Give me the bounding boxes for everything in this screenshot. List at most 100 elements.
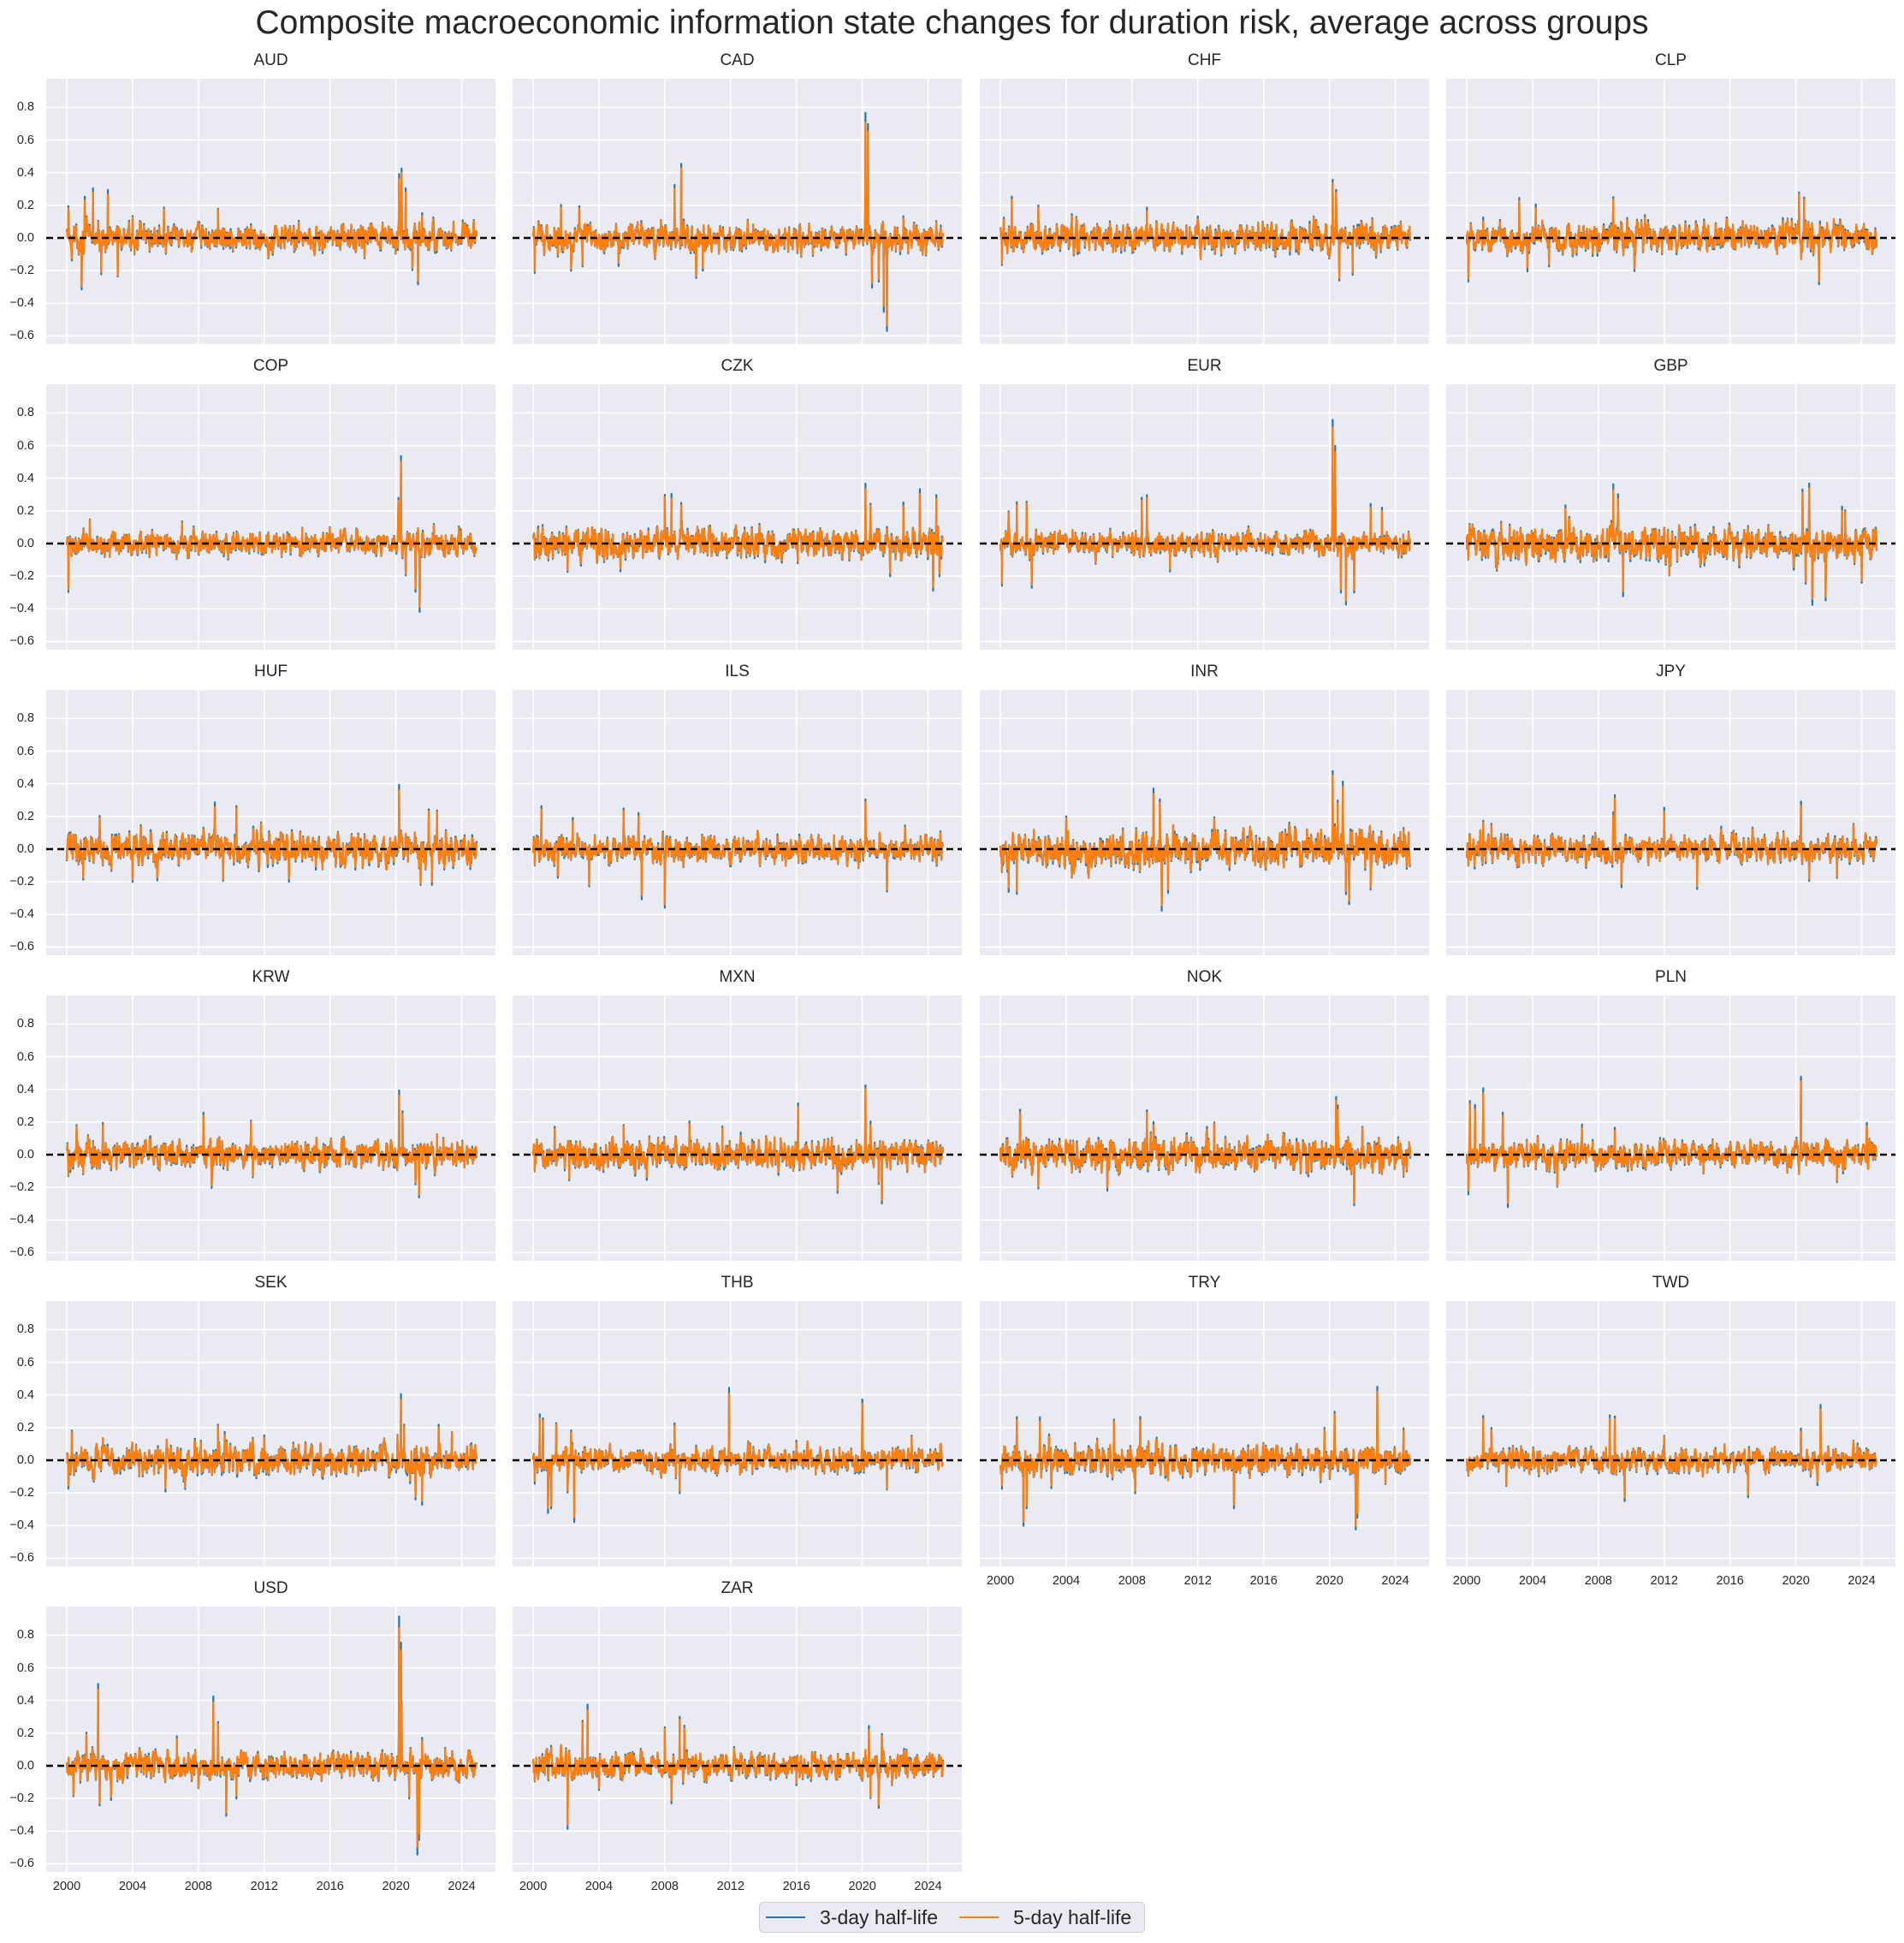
x-tick-label: 2000: [1452, 1574, 1481, 1588]
plot-area: [46, 995, 495, 1261]
x-tick-label: 2004: [584, 1880, 614, 1893]
plot-area: [46, 384, 495, 650]
panel-title: NOK: [1186, 968, 1223, 986]
series-5day-half-life: [65, 1095, 478, 1196]
x-tick-label: 2024: [914, 1880, 942, 1893]
series-5day-half-life: [65, 1626, 478, 1849]
y-tick-label: 0.6: [16, 133, 34, 147]
panel-title: USD: [253, 1579, 288, 1597]
y-tick-label: −0.2: [9, 264, 34, 278]
plot-area: [1446, 384, 1895, 650]
plot-area: [513, 384, 962, 650]
y-tick-label: 0.8: [16, 1628, 34, 1643]
y-tick-label: 0.6: [16, 438, 34, 453]
y-tick-label: −0.6: [9, 1857, 34, 1871]
x-tick-label: 2012: [716, 1880, 744, 1893]
series-5day-half-life: [999, 1099, 1412, 1204]
legend-item-5day: 5-day half-life: [959, 1904, 1131, 1930]
x-tick-label: 2024: [1381, 1574, 1409, 1588]
panel-krw: KRW −0.6 −0.4 −0.2 0.0 0.2 0.4 0.6 0.8: [9, 968, 495, 1261]
x-tick-label: 2012: [1183, 1574, 1212, 1588]
y-tick-label: 0.2: [16, 198, 34, 212]
x-tick-label: 2020: [382, 1880, 410, 1893]
y-tick-label: −0.2: [9, 569, 34, 584]
y-tick-label: −0.2: [9, 1486, 34, 1500]
y-tick-label: 0.8: [16, 1017, 34, 1031]
panel-title: ILS: [725, 663, 750, 680]
y-tick-label: −0.4: [9, 1213, 34, 1227]
panel-title: THB: [721, 1274, 754, 1292]
panel-clp: CLP: [1446, 51, 1895, 344]
y-tick-label: 0.8: [16, 1322, 34, 1337]
legend-line-blue-icon: [766, 1916, 805, 1918]
x-tick-label: 2000: [986, 1574, 1015, 1588]
y-tick-label: −0.4: [9, 907, 34, 922]
series-5day-half-life: [531, 1088, 945, 1202]
series-5day-half-life: [65, 789, 478, 885]
plot-area: [513, 995, 962, 1261]
figure-title: Composite macroeconomic information stat…: [255, 4, 1649, 41]
legend: 3-day half-life 5-day half-life: [759, 1902, 1145, 1933]
panel-title: KRW: [252, 968, 290, 986]
plot-area: [1446, 1301, 1895, 1566]
x-tick-label: 2024: [448, 1880, 476, 1893]
x-tick-label: 2020: [848, 1880, 876, 1893]
plot-area: [980, 79, 1429, 344]
x-tick-label: 2024: [1848, 1574, 1876, 1588]
panel-title: TRY: [1188, 1274, 1221, 1292]
panel-title: COP: [252, 357, 289, 375]
panel-title: ZAR: [721, 1579, 754, 1597]
y-tick-label: 0.2: [16, 503, 34, 518]
plot-area: [46, 1301, 495, 1566]
panel-title: EUR: [1187, 357, 1222, 375]
legend-label: 3-day half-life: [820, 1906, 939, 1928]
panel-title: CZK: [721, 357, 754, 375]
x-tick-label: 2012: [1650, 1574, 1678, 1588]
panel-usd: USD −0.6 −0.4 −0.2 0.0 0.2 0.4 0.6 0.8 2000 2004 20…: [9, 1579, 495, 1893]
series-5day-half-life: [65, 171, 478, 288]
legend-label: 5-day half-life: [1013, 1906, 1132, 1928]
x-tick-label: 2000: [519, 1880, 548, 1893]
panel-title: CAD: [720, 51, 755, 69]
y-tick-label: 0.0: [16, 1453, 34, 1467]
y-tick-label: 0.0: [16, 1759, 34, 1773]
series-3day-half-life: [65, 1615, 478, 1856]
panel-nok: NOK: [980, 968, 1429, 1261]
y-tick-label: 0.4: [16, 1082, 34, 1096]
series-5day-half-life: [999, 1390, 1412, 1527]
x-tick-label: 2016: [316, 1880, 344, 1893]
panel-title: INR: [1190, 663, 1219, 680]
x-tick-label: 2016: [1716, 1574, 1744, 1588]
y-tick-label: 0.4: [16, 165, 34, 180]
panel-title: GBP: [1653, 357, 1688, 375]
series-5day-half-life: [531, 1393, 944, 1518]
panel-sek: SEK −0.6 −0.4 −0.2 0.0 0.2 0.4 0.6 0.8: [9, 1274, 495, 1566]
panel-title: HUF: [253, 663, 288, 680]
y-tick-label: −0.2: [9, 875, 34, 889]
y-tick-label: 0.0: [16, 231, 34, 245]
plot-area: [980, 384, 1429, 650]
series-5day-half-life: [65, 460, 477, 608]
y-tick-label: 0.6: [16, 744, 34, 758]
panel-thb: THB: [513, 1274, 962, 1566]
panel-title: SEK: [254, 1274, 288, 1292]
x-tick-label: 2000: [52, 1880, 81, 1893]
x-tick-label: 2004: [1518, 1574, 1547, 1588]
series-5day-half-life: [1465, 193, 1878, 282]
panel-gbp: GBP: [1446, 357, 1895, 650]
y-tick-label: −0.6: [9, 634, 34, 649]
x-tick-label: 2004: [118, 1880, 147, 1893]
plot-area: [46, 79, 495, 344]
series-5day-half-life: [531, 122, 945, 327]
panel-pln: PLN: [1446, 968, 1895, 1261]
y-tick-label: 0.2: [16, 809, 34, 823]
y-tick-label: −0.4: [9, 1518, 34, 1533]
y-tick-label: 0.2: [16, 1114, 34, 1129]
plot-area: [46, 690, 495, 955]
x-tick-label: 2008: [650, 1880, 679, 1893]
plot-area: [513, 1301, 962, 1566]
panel-cad: CAD: [513, 51, 962, 344]
panel-title: TWD: [1652, 1274, 1690, 1292]
y-tick-label: 0.0: [16, 1148, 34, 1162]
plot-area: [980, 690, 1429, 955]
